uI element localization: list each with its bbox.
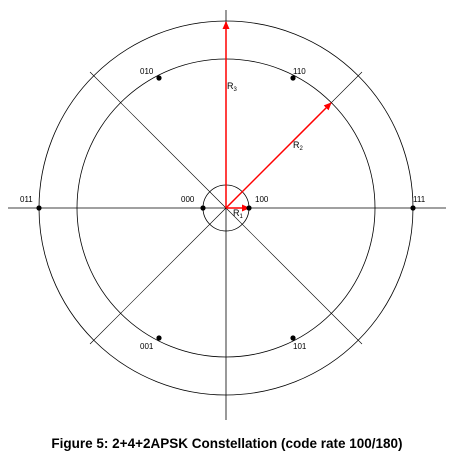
point-000 xyxy=(200,205,206,211)
r3-label: R3 xyxy=(227,81,238,93)
point-label-111: 111 xyxy=(413,195,426,204)
point-110 xyxy=(290,75,296,81)
diagonal-line-se xyxy=(225,207,363,345)
figure-caption: Figure 5: 2+4+2APSK Constellation (code … xyxy=(51,436,403,451)
point-101 xyxy=(290,335,296,341)
r2-label: R2 xyxy=(293,140,304,152)
point-label-000: 000 xyxy=(181,195,195,204)
vector-r2 xyxy=(225,102,332,209)
point-label-110: 110 xyxy=(293,67,306,76)
constellation-diagram: R1 R2 R3 000 100 010 110 001 101 011 111 xyxy=(8,10,446,420)
diagonal-line-sw xyxy=(89,207,227,345)
point-label-100: 100 xyxy=(255,195,269,204)
point-111 xyxy=(410,205,416,211)
point-label-101: 101 xyxy=(293,342,307,351)
point-label-011: 011 xyxy=(20,195,33,204)
point-label-010: 010 xyxy=(140,67,154,76)
point-001 xyxy=(156,335,162,341)
point-100 xyxy=(246,205,252,211)
point-010 xyxy=(156,75,162,81)
point-label-001: 001 xyxy=(140,342,154,351)
point-011 xyxy=(36,205,42,211)
r1-label: R1 xyxy=(233,208,244,220)
diagonal-line-nw xyxy=(89,71,227,209)
